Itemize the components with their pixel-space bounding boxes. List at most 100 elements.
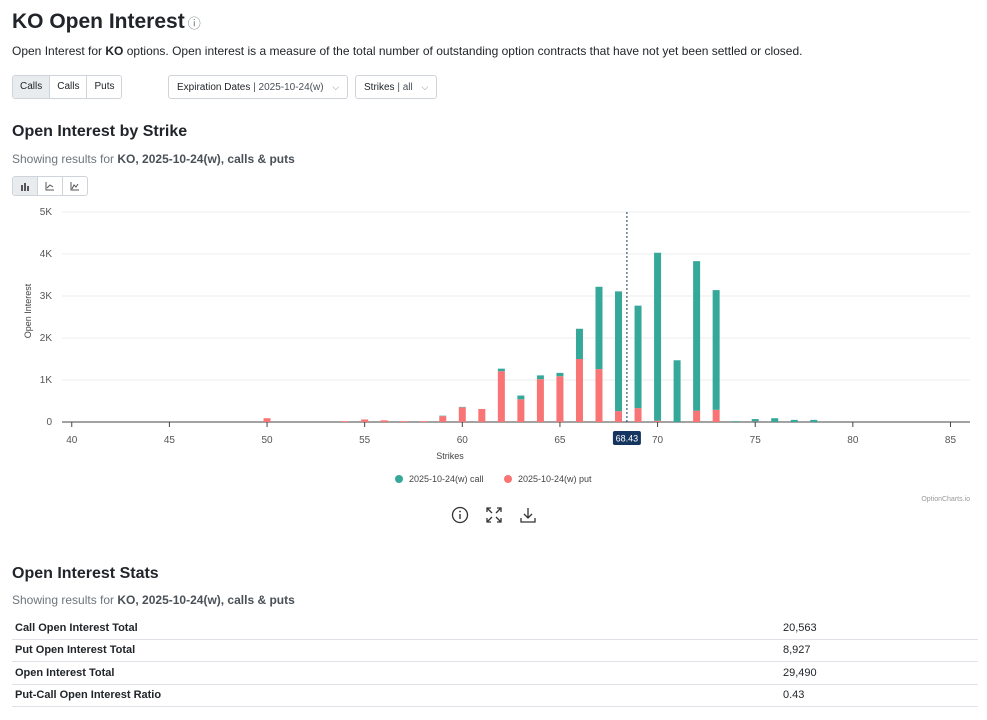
- put-bar: [400, 421, 408, 422]
- x-axis-title: Strikes: [436, 451, 464, 461]
- open-interest-chart: 0 1K 2K 3K 4K 5K 40 45 50 55 60 65 70 75 80 85 68.43 Stri…: [23, 207, 970, 503]
- x-tick-label: 50: [261, 435, 273, 446]
- legend-put-label: 2025-10-24(w) put: [518, 474, 592, 484]
- put-bar: [361, 419, 369, 422]
- expand-icon[interactable]: [484, 505, 504, 525]
- info-circle-icon[interactable]: ⓘ: [187, 15, 201, 31]
- y-tick-label: 5K: [40, 207, 53, 218]
- call-bar: [790, 419, 798, 422]
- x-tick-label: 75: [750, 435, 762, 446]
- put-bar: [341, 421, 349, 422]
- table-row: Put-Call Open Interest Ratio 0.43: [12, 684, 978, 707]
- call-bar: [517, 395, 525, 400]
- y-tick-label: 4K: [40, 249, 53, 260]
- stat-label: Call Open Interest Total: [12, 617, 780, 640]
- toggle-calls[interactable]: Calls: [50, 76, 88, 98]
- stacked-bar-icon[interactable]: [13, 177, 38, 195]
- chart-section-title: Open Interest by Strike: [12, 123, 188, 140]
- line-chart-icon[interactable]: [38, 177, 63, 195]
- area-chart-icon[interactable]: [63, 177, 87, 195]
- current-price-label: 68.43: [616, 434, 639, 444]
- x-tick-label: 45: [164, 435, 176, 446]
- chart-subtitle-bold: KO, 2025-10-24(w), calls & puts: [117, 152, 295, 166]
- stat-label: Put Open Interest Total: [12, 639, 780, 662]
- page-description: Open Interest for KO options. Open inter…: [12, 44, 802, 58]
- description-ticker: KO: [105, 44, 124, 58]
- call-bar: [654, 252, 662, 421]
- call-bar: [536, 375, 544, 380]
- call-bar: [615, 291, 623, 412]
- table-row: Put Open Interest Total 8,927: [12, 639, 978, 662]
- put-bar: [380, 420, 388, 422]
- legend-put-marker: [504, 475, 512, 483]
- page-title: KO Open Interest: [12, 10, 185, 33]
- toggle-puts[interactable]: Puts: [87, 76, 122, 98]
- x-tick-label: 70: [652, 435, 664, 446]
- put-bar: [439, 416, 447, 422]
- description-post: options. Open interest is a measure of t…: [123, 44, 803, 58]
- expiration-label: Expiration Dates: [177, 82, 251, 93]
- call-bar: [575, 328, 583, 359]
- chevron-down-icon: ⌵: [332, 82, 340, 92]
- strikes-value: | all: [397, 82, 413, 93]
- chart-watermark: OptionCharts.io: [921, 496, 970, 503]
- put-bar: [263, 418, 271, 422]
- stats-subtitle-prefix: Showing results for: [12, 593, 118, 607]
- call-bar: [556, 372, 564, 377]
- expiration-dates-dropdown[interactable]: Expiration Dates | 2025-10-24(w) ⌵: [168, 75, 349, 99]
- x-tick-label: 80: [847, 435, 859, 446]
- chart-footer-icons: [450, 505, 538, 525]
- stats-subtitle-bold: KO, 2025-10-24(w), calls & puts: [117, 593, 295, 607]
- x-tick-label: 85: [945, 435, 957, 446]
- legend-call-marker: [395, 475, 403, 483]
- call-bar: [712, 290, 720, 410]
- call-bar: [693, 261, 701, 411]
- put-bar: [654, 420, 662, 422]
- put-bar: [575, 359, 583, 422]
- stat-value: 29,490: [780, 661, 978, 685]
- y-tick-label: 3K: [40, 291, 53, 302]
- put-bar: [634, 408, 642, 422]
- call-bar: [595, 286, 603, 370]
- call-bar: [497, 368, 505, 372]
- expiration-value: | 2025-10-24(w): [253, 82, 324, 93]
- download-icon[interactable]: [518, 505, 538, 525]
- put-bar: [712, 409, 720, 422]
- put-bar: [615, 411, 623, 422]
- x-tick-label: 55: [359, 435, 371, 446]
- stat-value: 8,927: [780, 639, 978, 662]
- chart-subtitle-prefix: Showing results for: [12, 152, 118, 166]
- title-row: KO Open Interest ⓘ: [12, 10, 201, 34]
- chart-type-switcher: [12, 176, 88, 196]
- call-bar: [771, 418, 779, 422]
- put-bar: [419, 421, 427, 422]
- call-bar: [634, 305, 642, 409]
- current-price-badge: [612, 431, 641, 445]
- y-axis-title: Open Interest: [23, 283, 33, 338]
- put-bar: [693, 410, 701, 422]
- put-bar: [497, 371, 505, 422]
- put-bar: [517, 399, 525, 422]
- put-bar: [478, 408, 486, 422]
- x-tick-label: 40: [66, 435, 78, 446]
- toggle-calls-puts[interactable]: Calls & Puts: [13, 76, 51, 98]
- call-bar: [810, 419, 818, 422]
- stats-subtitle: Showing results for KO, 2025-10-24(w), c…: [12, 593, 295, 607]
- stat-label: Open Interest Total: [12, 661, 780, 685]
- description-pre: Open Interest for: [12, 44, 106, 58]
- stats-table: Call Open Interest Total 20,563 Put Open …: [12, 617, 978, 707]
- chart-subtitle: Showing results for KO, 2025-10-24(w), c…: [12, 152, 295, 166]
- put-bar: [556, 376, 564, 422]
- info-icon[interactable]: [450, 505, 470, 525]
- y-tick-label: 0: [46, 417, 52, 428]
- strikes-dropdown[interactable]: Strikes | all ⌵: [355, 75, 438, 99]
- table-row: Call Open Interest Total 20,563: [12, 617, 978, 640]
- chevron-down-icon: ⌵: [421, 82, 429, 92]
- x-tick-label: 60: [457, 435, 469, 446]
- x-tick-label: 65: [554, 435, 566, 446]
- y-tick-label: 1K: [40, 375, 53, 386]
- stat-label: Put-Call Open Interest Ratio: [12, 684, 780, 707]
- option-type-toggle: Calls & Puts Calls Puts: [12, 75, 123, 99]
- call-bar: [673, 360, 681, 422]
- put-bar: [458, 407, 466, 422]
